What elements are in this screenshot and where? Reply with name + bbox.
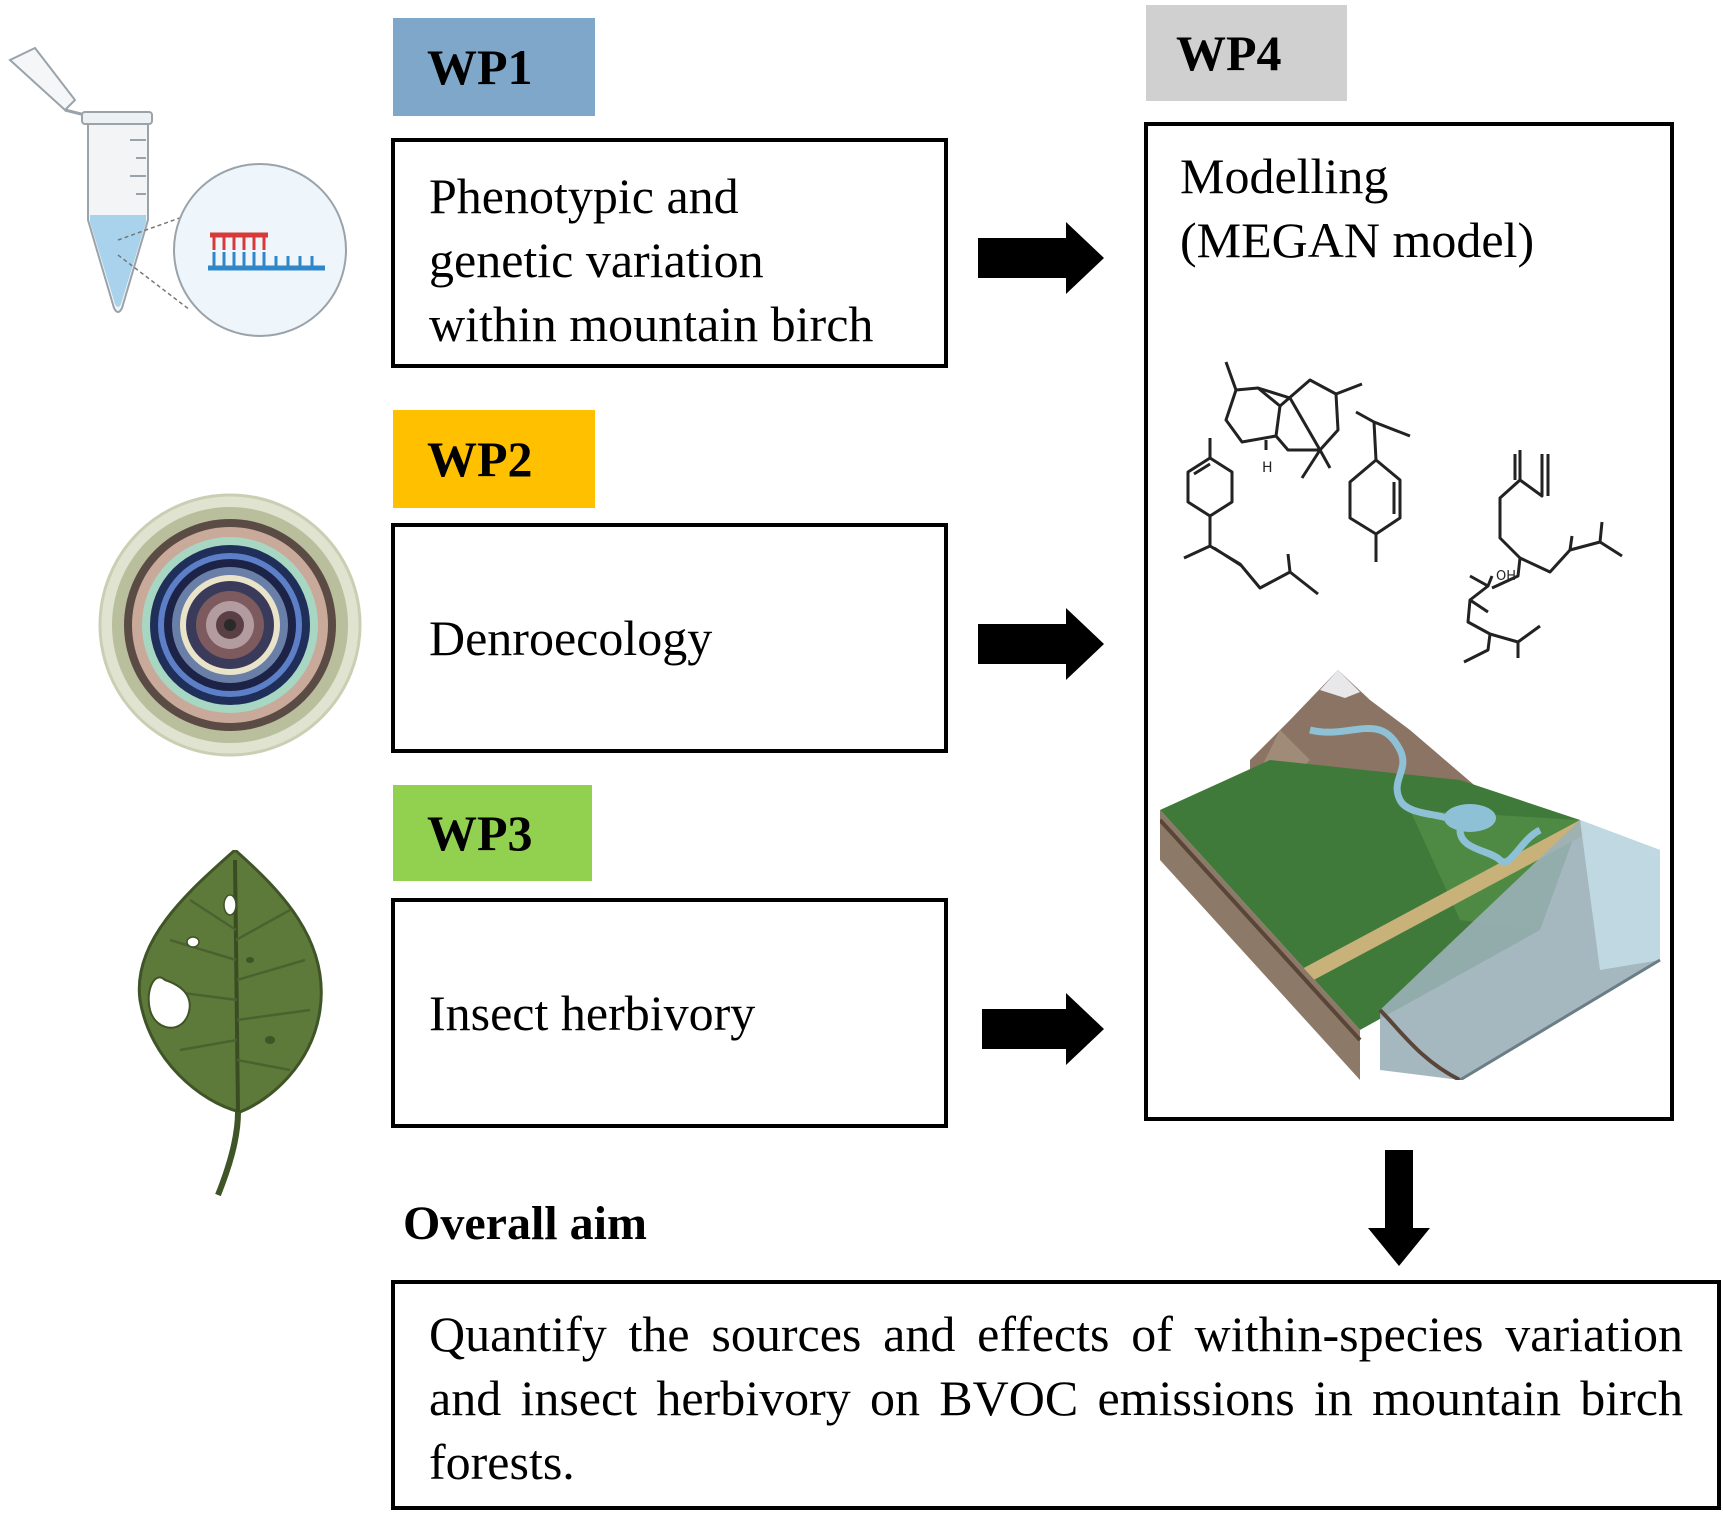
molecule-structures-icon: H OH xyxy=(1183,361,1623,664)
wp2-text: Denroecology xyxy=(429,610,713,666)
wp1-line-2: genetic variation xyxy=(429,232,764,288)
test-tube-dna-icon xyxy=(8,46,347,337)
wp1-tag: WP1 xyxy=(393,18,595,116)
wp1-box: Phenotypic and genetic variation within … xyxy=(391,138,948,368)
wp3-tag: WP3 xyxy=(393,785,592,881)
arrow-wp1-to-wp4 xyxy=(978,222,1104,294)
wp4-line-2: (MEGAN model) xyxy=(1180,212,1535,268)
wp4-tag: WP4 xyxy=(1146,5,1347,101)
mountain-landscape-icon xyxy=(1160,670,1661,1080)
wp3-text: Insect herbivory xyxy=(429,985,756,1041)
wp3-box: Insect herbivory xyxy=(391,898,948,1128)
arrow-wp3-to-wp4 xyxy=(982,993,1104,1065)
damaged-leaf-icon xyxy=(137,850,323,1197)
wp1-line-1: Phenotypic and xyxy=(429,168,739,224)
arrow-wp2-to-wp4 xyxy=(978,608,1104,680)
wp2-tag: WP2 xyxy=(393,410,595,508)
overall-aim-text: Quantify the sources and effects of with… xyxy=(429,1306,1683,1490)
overall-aim-heading: Overall aim xyxy=(403,1197,647,1250)
tree-rings-icon xyxy=(98,493,362,757)
overall-aim-box: Quantify the sources and effects of with… xyxy=(391,1280,1721,1510)
wp4-line-1: Modelling xyxy=(1180,148,1389,204)
molecule-h-label: H xyxy=(1262,460,1273,476)
arrow-wp4-to-aim xyxy=(1368,1150,1430,1266)
wp2-box: Denroecology xyxy=(391,523,948,753)
wp1-line-3: within mountain birch xyxy=(429,296,874,352)
molecule-oh-label: OH xyxy=(1496,569,1516,584)
